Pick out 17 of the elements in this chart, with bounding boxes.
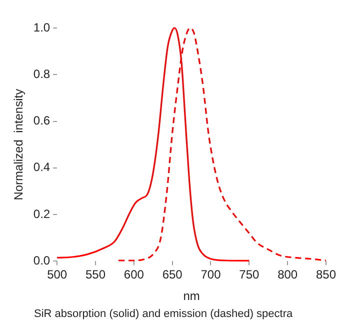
x-tick-label: 650 — [162, 268, 183, 282]
x-tick-label: 800 — [278, 268, 298, 282]
text: SiR absorption (solid) and emission (dashed) spectra — [33, 308, 294, 320]
x-tick-label: 750 — [239, 268, 260, 282]
y-tick-label: 1.0 — [33, 20, 50, 34]
y-tick-label: 0.6 — [33, 114, 50, 128]
y-tick-label: 0.4 — [33, 160, 50, 174]
y-tick-label: 0.2 — [33, 206, 50, 221]
x-tick-label: 550 — [85, 268, 106, 282]
y-tick-label: 0.0 — [33, 254, 50, 268]
y-axis-title: Normalized intensity — [12, 88, 26, 200]
x-tick-label: 600 — [124, 268, 144, 282]
x-axis-title: nm — [183, 289, 200, 304]
y-tick-label: 0.8 — [33, 66, 50, 81]
x-tick-label: 500 — [47, 268, 68, 282]
x-tick-label: 700 — [200, 268, 222, 282]
x-tick-label: 850 — [316, 268, 336, 282]
